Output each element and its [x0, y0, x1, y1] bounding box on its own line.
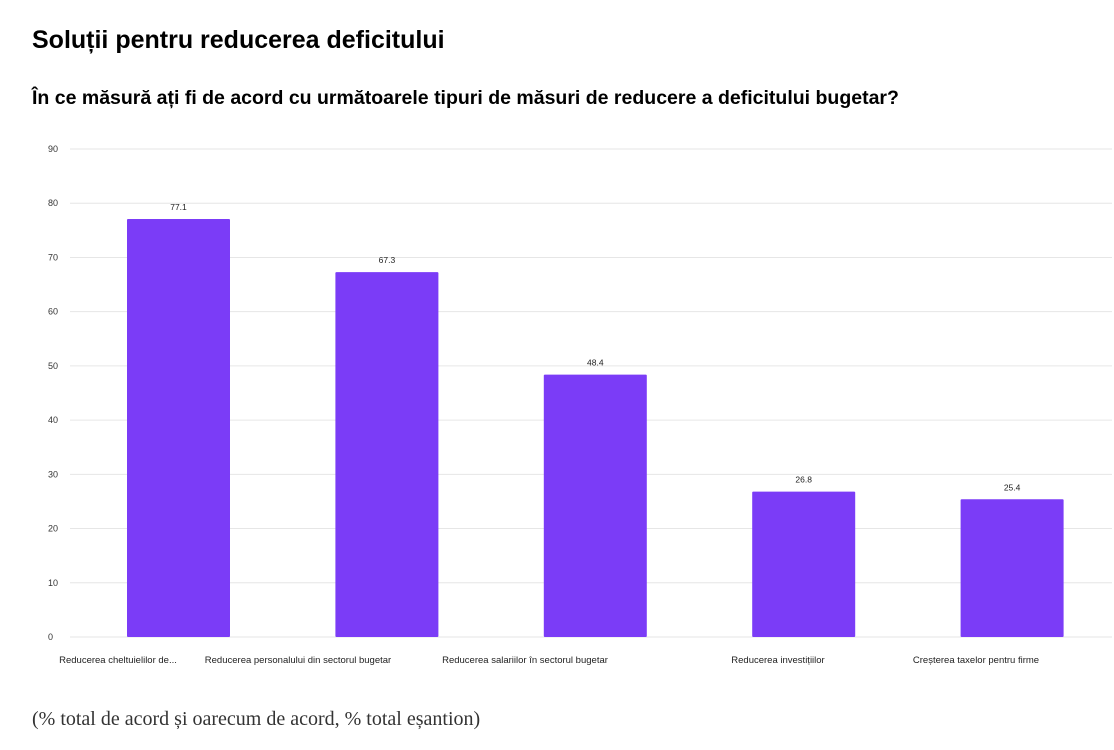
bar[interactable] — [543, 374, 647, 637]
data-label: 77.1 — [170, 202, 187, 212]
x-tick-label: Reducerea personalului din sectorul buge… — [205, 655, 391, 666]
data-label: 26.8 — [795, 475, 812, 485]
y-tick-label: 0 — [48, 632, 53, 642]
chart-title: Soluții pentru reducerea deficitului — [32, 26, 445, 54]
data-label: 67.3 — [379, 255, 396, 265]
bar[interactable] — [335, 272, 439, 637]
x-tick-label: Reducerea investițiilor — [731, 655, 824, 666]
x-tick-label: Reducerea cheltuielilor de... — [59, 655, 177, 666]
data-label: 48.4 — [587, 358, 604, 368]
x-axis-ticks: Reducerea cheltuielilor de... Reducerea p… — [59, 655, 1039, 666]
x-tick-label: Reducerea salariilor în sectorul bugetar — [442, 655, 608, 666]
y-tick-label: 90 — [48, 144, 58, 154]
bar[interactable] — [960, 499, 1064, 637]
y-tick-label: 10 — [48, 578, 58, 588]
y-tick-label: 70 — [48, 252, 58, 262]
y-tick-label: 50 — [48, 361, 58, 371]
y-tick-label: 40 — [48, 415, 58, 425]
footnote: (% total de acord și oarecum de acord, %… — [32, 708, 481, 730]
bar-chart: 0 10 20 30 40 50 60 70 80 90 77.1 67.3 48.4 26.8 25.4… — [48, 144, 1112, 666]
bar[interactable] — [127, 218, 230, 638]
x-tick-label: Creșterea taxelor pentru firme — [913, 655, 1039, 666]
y-tick-label: 30 — [48, 469, 58, 479]
chart-subtitle: În ce măsură ați fi de acord cu următoar… — [32, 87, 899, 109]
data-labels: 77.1 67.3 48.4 26.8 25.4 — [170, 202, 1020, 492]
y-tick-label: 80 — [48, 198, 58, 208]
y-tick-label: 60 — [48, 307, 58, 317]
y-axis-ticks: 0 10 20 30 40 50 60 70 80 90 — [48, 144, 58, 642]
bars — [127, 218, 1064, 638]
y-tick-label: 20 — [48, 524, 58, 534]
bar[interactable] — [752, 491, 856, 637]
data-label: 25.4 — [1004, 482, 1021, 492]
